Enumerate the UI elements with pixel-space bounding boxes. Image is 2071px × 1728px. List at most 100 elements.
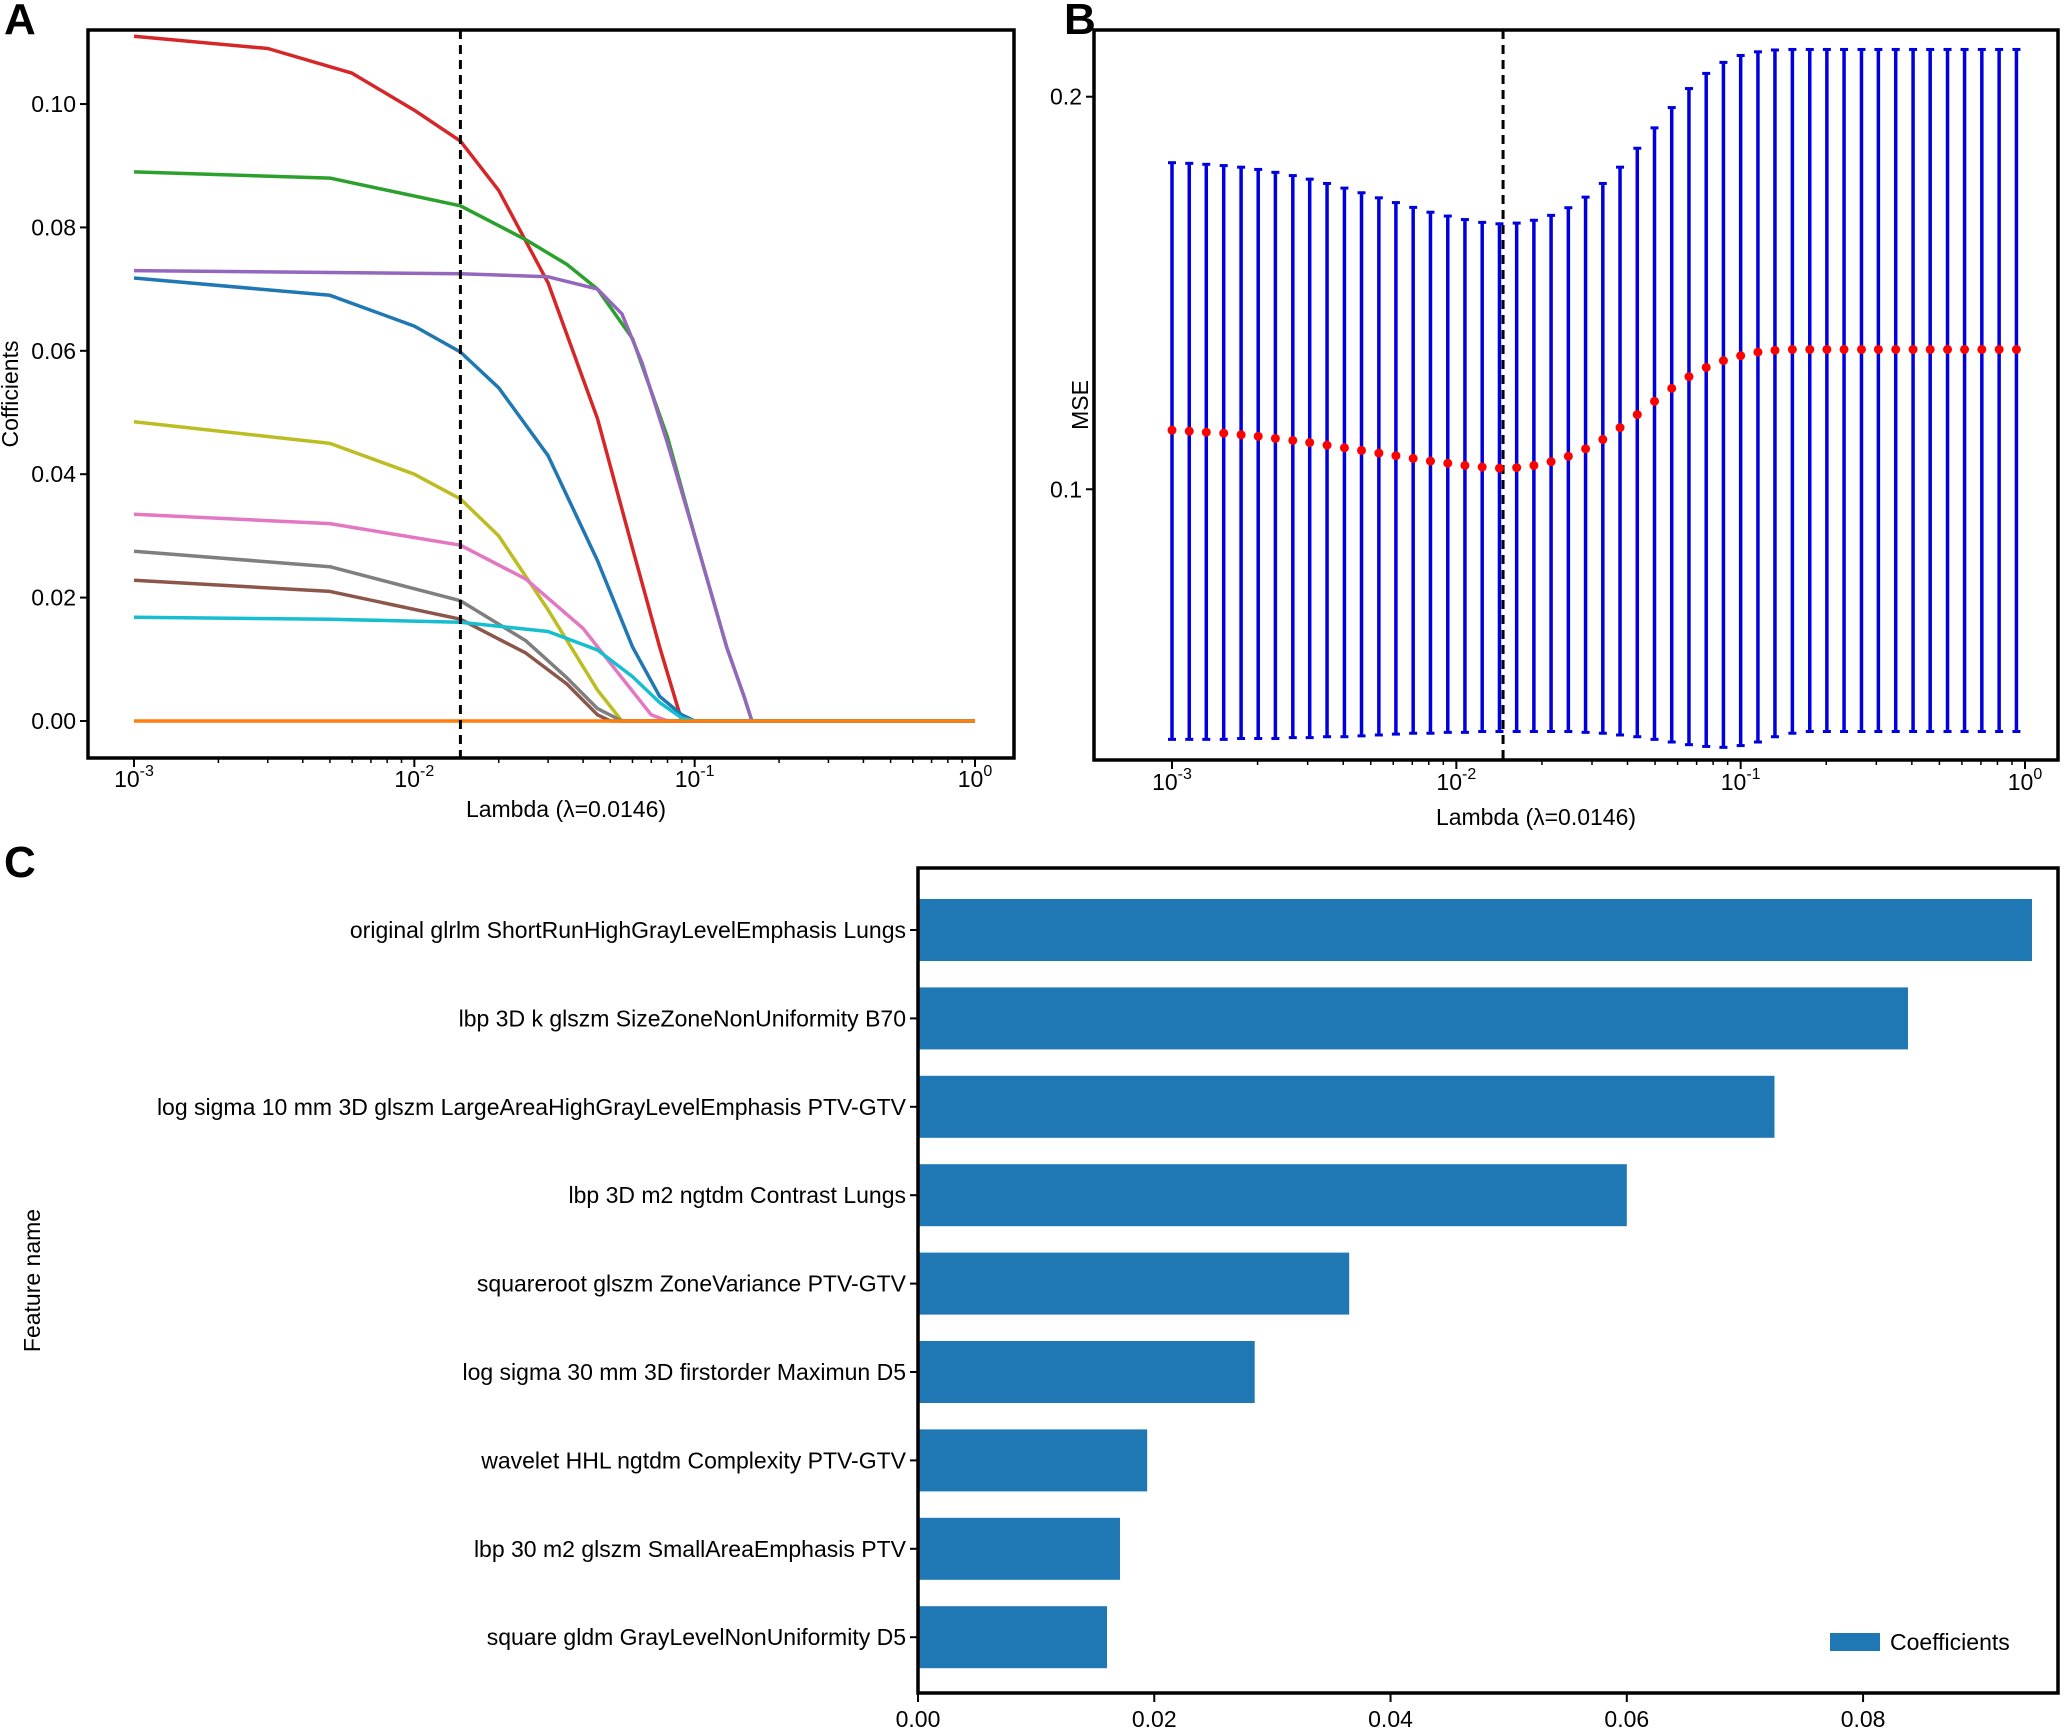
- feature-bar-4: [918, 1252, 1350, 1315]
- feature-bar-0: [918, 899, 2033, 961]
- panel-label-c: C: [4, 838, 36, 887]
- y-tick-label: 0.2: [1050, 84, 1082, 110]
- mse-point-32: [1718, 356, 1728, 366]
- x-tick-label: 100: [958, 763, 993, 792]
- y-tick-label: 0.02: [31, 585, 76, 611]
- x-tick-label: 10-3: [1152, 766, 1192, 795]
- x-tick-label: 100: [2008, 766, 2043, 795]
- feature-label-6: wavelet HHL ngtdm Complexity PTV-GTV: [480, 1447, 906, 1473]
- mse-point-29: [1667, 383, 1677, 393]
- mse-point-36: [1787, 344, 1797, 354]
- mse-point-21: [1529, 460, 1539, 470]
- feature-label-1: lbp 3D k glszm SizeZoneNonUniformity B70: [459, 1005, 906, 1031]
- coefficient-path-7: [133, 578, 975, 723]
- mse-point-46: [1960, 344, 1970, 354]
- mse-point-27: [1632, 410, 1642, 420]
- mse-point-33: [1736, 351, 1746, 361]
- y-tick-label: 0.00: [31, 708, 76, 734]
- mse-point-25: [1598, 434, 1608, 444]
- mse-point-18: [1477, 462, 1487, 472]
- panel-label-a: A: [4, 0, 36, 44]
- y-axis-label: Cofficients: [0, 341, 23, 448]
- y-axis-label: MSE: [1067, 380, 1093, 430]
- feature-bar-7: [918, 1517, 1121, 1580]
- mse-point-48: [1994, 344, 2004, 354]
- mse-point-15: [1425, 456, 1435, 466]
- feature-label-4: squareroot glszm ZoneVariance PTV-GTV: [477, 1271, 907, 1297]
- feature-bar-1: [918, 987, 1908, 1050]
- legend-swatch: [1830, 1633, 1880, 1651]
- mse-point-24: [1581, 444, 1591, 454]
- cross-validation-mse-chart: 0.1 0.2 10-3 10-2 10-1 100 Lambda (λ=0.0146) MS…: [1050, 28, 2060, 830]
- mse-point-4: [1236, 430, 1246, 440]
- x-tick-label: 0.08: [1841, 1706, 1886, 1728]
- mse-point-0: [1167, 425, 1177, 435]
- mse-point-7: [1288, 435, 1298, 445]
- x-tick-label: 10-3: [114, 763, 154, 792]
- mse-point-28: [1650, 396, 1660, 406]
- mse-point-42: [1891, 344, 1901, 354]
- mse-point-13: [1391, 451, 1401, 461]
- mse-point-6: [1270, 433, 1280, 443]
- mse-point-39: [1839, 344, 1849, 354]
- feature-label-5: log sigma 30 mm 3D firstorder Maximun D5: [462, 1359, 906, 1385]
- plot-frame: [916, 866, 2060, 1695]
- mse-point-26: [1615, 423, 1625, 433]
- mse-point-30: [1684, 372, 1694, 382]
- plot-frame: [86, 28, 1016, 760]
- feature-label-3: lbp 3D m2 ngtdm Contrast Lungs: [568, 1182, 906, 1208]
- y-tick-label: 0.1: [1050, 476, 1082, 502]
- coefficient-path-4: [133, 420, 975, 723]
- mse-point-11: [1357, 445, 1367, 455]
- coefficient-path-2: [133, 268, 975, 723]
- mse-point-45: [1943, 344, 1953, 354]
- x-tick-label: 0.02: [1132, 1706, 1177, 1728]
- mse-point-22: [1546, 457, 1556, 467]
- coefficient-path-3: [133, 276, 975, 723]
- y-tick-label: 0.04: [31, 461, 76, 487]
- feature-bar-3: [918, 1164, 1627, 1227]
- x-tick-label: 10-2: [394, 763, 434, 792]
- coefficient-path-6: [133, 549, 975, 723]
- mse-point-38: [1822, 344, 1832, 354]
- legend-label: Coefficients: [1890, 1629, 2010, 1655]
- mse-point-16: [1443, 458, 1453, 468]
- mse-point-17: [1460, 460, 1470, 470]
- coefficient-path-5: [133, 512, 975, 723]
- y-tick-label: 0.06: [31, 338, 76, 364]
- mse-point-47: [1977, 344, 1987, 354]
- x-tick-label: 0.04: [1368, 1706, 1413, 1728]
- panel-label-b: B: [1064, 0, 1096, 44]
- mse-point-2: [1201, 427, 1211, 437]
- mse-point-19: [1494, 463, 1504, 473]
- mse-point-12: [1374, 448, 1384, 458]
- lasso-coefficient-path-chart: 0.00 0.02 0.04 0.06 0.08 0.10 10-3 10-2 10-1 100 L…: [0, 28, 1016, 822]
- x-tick-label: 10-2: [1436, 766, 1476, 795]
- mse-point-8: [1305, 438, 1315, 448]
- mse-point-37: [1805, 344, 1815, 354]
- mse-point-10: [1339, 443, 1349, 453]
- mse-point-1: [1184, 426, 1194, 436]
- coefficient-path-8: [133, 615, 975, 723]
- mse-point-40: [1856, 344, 1866, 354]
- feature-label-7: lbp 30 m2 glszm SmallAreaEmphasis PTV: [474, 1536, 907, 1562]
- mse-point-9: [1322, 440, 1332, 450]
- mse-point-43: [1908, 344, 1918, 354]
- mse-point-20: [1512, 463, 1522, 473]
- mse-point-44: [1925, 344, 1935, 354]
- feature-label-8: square gldm GrayLevelNonUniformity D5: [487, 1624, 906, 1650]
- feature-label-0: original glrlm ShortRunHighGrayLevelEmph…: [350, 917, 906, 943]
- mse-point-34: [1753, 347, 1763, 357]
- plot-frame: [1092, 28, 2060, 762]
- mse-point-23: [1563, 451, 1573, 461]
- x-tick-label: 0.06: [1604, 1706, 1649, 1728]
- coefficient-path-1: [133, 170, 975, 723]
- feature-bar-5: [918, 1341, 1255, 1403]
- y-tick-label: 0.08: [31, 214, 76, 240]
- feature-coefficient-bar-chart: original glrlm ShortRunHighGrayLevelEmph…: [19, 866, 2060, 1728]
- feature-label-2: log sigma 10 mm 3D glszm LargeAreaHighGr…: [157, 1094, 907, 1120]
- x-axis-label: Lambda (λ=0.0146): [466, 796, 666, 822]
- mse-point-3: [1219, 428, 1229, 438]
- mse-point-14: [1408, 453, 1418, 463]
